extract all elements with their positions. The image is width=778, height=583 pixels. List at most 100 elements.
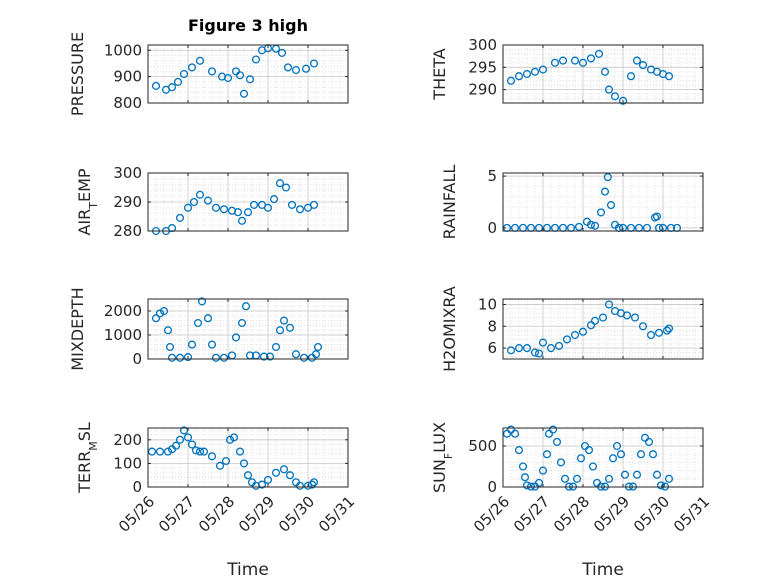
data-point — [171, 441, 181, 450]
data-point — [646, 330, 656, 340]
data-point — [275, 326, 285, 335]
y-axis-label: RAINFALL — [440, 165, 459, 240]
data-point — [151, 314, 161, 323]
axes-box — [502, 44, 704, 104]
axes-panel-6: 6 8 10 H2OMIXRA — [440, 286, 704, 372]
data-point — [195, 447, 205, 456]
data-point — [600, 67, 610, 76]
data-point — [586, 54, 596, 63]
data-point — [662, 326, 672, 335]
data-point — [223, 73, 233, 83]
data-point — [183, 203, 193, 212]
chart-title: Figure 3 high — [188, 16, 308, 35]
data-point — [518, 462, 528, 471]
data-point — [632, 470, 642, 479]
data-point — [151, 81, 161, 90]
data-point — [195, 190, 205, 199]
data-point — [263, 475, 273, 484]
x-axis-label: Time — [581, 560, 624, 580]
data-point — [534, 478, 544, 487]
data-point — [287, 200, 297, 209]
data-point — [191, 446, 201, 455]
y-axis-label-part: MIXDEPTH — [68, 287, 87, 370]
data-point — [199, 447, 209, 456]
data-point — [307, 480, 317, 489]
y-tick-label: 1000 — [104, 326, 142, 344]
y-axis-label: THETA — [430, 48, 449, 100]
y-tick-label: 100 — [113, 454, 142, 472]
axes-panel-1: 800 900 1000 PRESSURE Figure 3 high — [68, 16, 349, 116]
data-point — [506, 346, 516, 355]
data-point — [570, 56, 580, 65]
data-point — [309, 200, 319, 209]
data-point — [159, 306, 169, 316]
data-point — [590, 221, 600, 230]
data-point — [291, 350, 301, 359]
data-point — [281, 183, 291, 192]
data-point — [538, 338, 548, 347]
y-tick-label: 0 — [487, 219, 497, 237]
y-axis-label-subscript: T — [87, 202, 100, 210]
data-point — [596, 208, 606, 217]
axes-box — [147, 298, 349, 360]
data-point — [207, 340, 217, 349]
data-point — [215, 461, 225, 470]
data-point — [586, 220, 596, 229]
data-point — [271, 342, 281, 352]
data-point — [548, 425, 558, 434]
data-point — [265, 352, 275, 361]
y-tick-label: 5 — [487, 167, 497, 185]
data-point — [538, 65, 548, 74]
data-point — [165, 342, 175, 352]
y-axis-label-part: RAINFALL — [440, 165, 459, 240]
data-point — [562, 335, 572, 344]
axes-box — [502, 172, 704, 232]
data-point — [506, 76, 516, 85]
data-point — [183, 353, 193, 362]
data-point — [638, 61, 648, 70]
data-point — [197, 297, 207, 306]
data-point — [195, 56, 205, 65]
data-point — [275, 179, 285, 188]
y-tick-label: 800 — [113, 94, 142, 112]
data-point — [514, 72, 524, 81]
data-point — [590, 316, 600, 325]
data-point — [522, 69, 532, 79]
data-point — [510, 429, 520, 438]
data-point — [552, 437, 562, 446]
data-point — [249, 200, 259, 209]
plot-area — [503, 173, 703, 231]
data-point — [167, 224, 177, 233]
data-point — [604, 85, 614, 94]
axes-box — [502, 298, 704, 360]
axes-panel-3: 280 290 300 AIRTEMP — [75, 164, 349, 240]
axes-panel-4: 0 5 RAINFALL — [440, 165, 704, 240]
y-tick-label: 295 — [468, 58, 497, 76]
data-point — [183, 433, 193, 442]
data-point — [530, 67, 540, 76]
data-point — [259, 352, 269, 361]
data-point — [233, 208, 243, 217]
data-point — [203, 196, 213, 205]
data-point — [652, 470, 662, 479]
data-point — [546, 344, 556, 353]
y-axis-label-part: THETA — [430, 48, 449, 100]
data-point — [664, 474, 674, 483]
data-point — [219, 205, 229, 214]
y-axis-label-subscript: F — [442, 453, 455, 459]
data-point — [544, 429, 554, 438]
data-point — [664, 72, 674, 81]
y-axis-label: AIRTEMP — [75, 168, 100, 235]
data-point — [656, 481, 666, 490]
data-point — [514, 344, 524, 353]
data-point — [538, 466, 548, 475]
data-point — [179, 426, 189, 435]
data-point — [179, 69, 189, 79]
data-point — [291, 65, 301, 75]
axes-box — [147, 44, 349, 104]
data-point — [239, 459, 249, 468]
data-point — [163, 326, 173, 335]
y-tick-label: 0 — [132, 478, 142, 496]
data-point — [147, 447, 157, 456]
data-point — [616, 450, 626, 459]
